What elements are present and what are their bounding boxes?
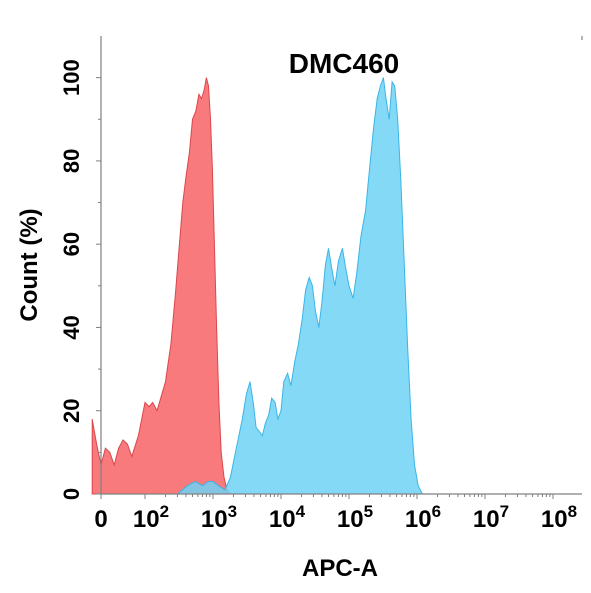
y-tick-label: 40 [59,315,84,339]
x-tick-label: 102 [133,502,169,533]
chart-title: DMC460 [289,48,399,79]
x-tick-label: 104 [269,502,306,533]
histogram-series-1 [91,77,232,495]
x-tick-label: 107 [473,502,509,533]
y-tick-label: 80 [59,149,84,173]
y-tick-label: 100 [59,59,84,96]
plot-area [91,77,424,495]
y-ticks: 0 20 40 60 80 100 [59,59,101,500]
histogram-series-2 [176,77,424,495]
axes [100,36,583,495]
x-axis-title: APC-A [302,555,378,582]
y-tick-label: 0 [59,488,84,500]
y-tick-label: 60 [59,232,84,256]
x-ticks: 0 102 103 104 105 106 107 108 [94,494,577,533]
y-axis-title: Count (%) [16,208,43,321]
x-tick-label: 108 [541,502,577,533]
x-tick-label: 103 [201,502,237,533]
x-tick-label: 0 [94,506,107,533]
y-tick-label: 20 [59,398,84,422]
x-tick-label: 106 [405,502,441,533]
x-tick-label: 105 [337,502,373,533]
